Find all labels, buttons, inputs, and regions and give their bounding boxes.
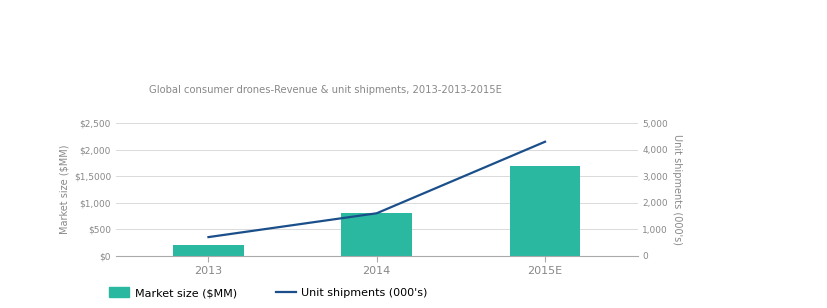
Text: @ 4.3MM units in 2015E, + 167% Y/Y, revenue to $1.7B: @ 4.3MM units in 2015E, + 167% Y/Y, reve… xyxy=(198,55,629,69)
Text: Global consumer drones-Revenue & unit shipments, 2013-2013-2015E: Global consumer drones-Revenue & unit sh… xyxy=(149,85,501,95)
Text: Consumer drone shipment = Rising rapidly...: Consumer drone shipment = Rising rapidly… xyxy=(238,25,589,38)
Bar xyxy=(341,213,412,256)
Bar xyxy=(173,245,243,256)
Y-axis label: Market size ($MM): Market size ($MM) xyxy=(60,145,69,234)
Legend: Market size ($MM), Unit shipments (000's): Market size ($MM), Unit shipments (000's… xyxy=(105,283,432,302)
Y-axis label: Unit shipments (000's): Unit shipments (000's) xyxy=(672,134,681,245)
Bar xyxy=(509,166,580,256)
